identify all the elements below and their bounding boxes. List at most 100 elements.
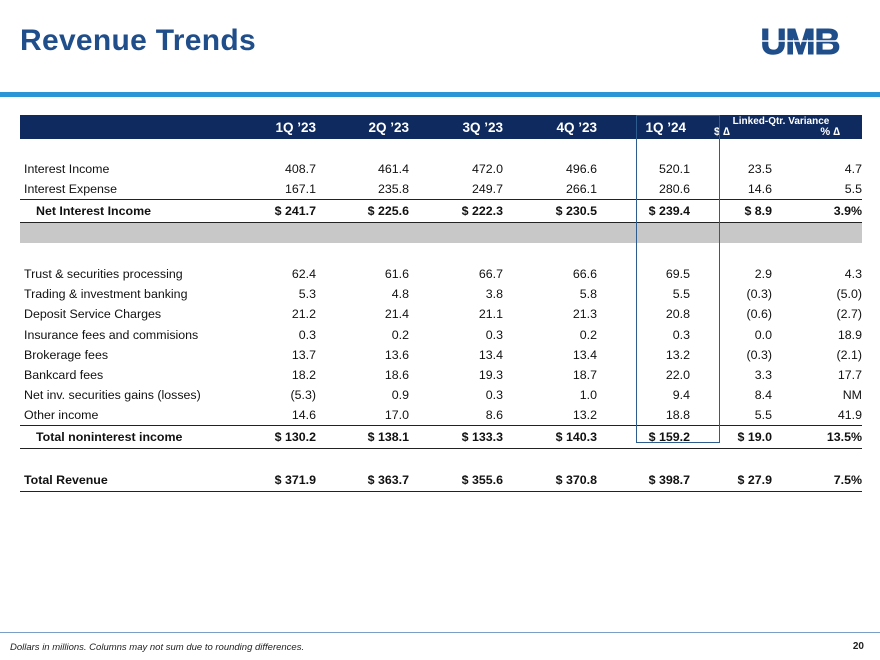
table-header-row: 1Q ’23 2Q ’23 3Q ’23 4Q ’23 1Q ’24 Linke… xyxy=(20,115,862,139)
row-value: 0.3 xyxy=(485,327,503,342)
table-row: Bankcard fees 18.2 18.6 19.3 18.7 22.0 3.3 17.7 xyxy=(20,365,862,385)
row-value: 3.3 xyxy=(754,368,772,383)
row-value: $ 371.9 xyxy=(240,469,316,493)
row-value: $ 140.3 xyxy=(503,425,597,450)
row-value: 5.5 xyxy=(844,182,862,197)
row-value: $ 159.2 xyxy=(597,425,700,450)
row-value: $ 225.6 xyxy=(316,199,409,224)
row-value: 5.5 xyxy=(754,408,772,423)
row-value: 18.2 xyxy=(291,368,316,383)
row-value: $ 239.4 xyxy=(597,199,700,224)
row-value: 461.4 xyxy=(377,162,409,177)
page-title: Revenue Trends xyxy=(20,24,256,57)
row-label: Interest Expense xyxy=(24,182,117,197)
variance-dollar-label: $ ∆ xyxy=(714,126,730,138)
header-period: 4Q ’23 xyxy=(556,119,597,135)
footnote: Dollars in millions. Columns may not sum… xyxy=(10,642,305,653)
row-value: 5.5 xyxy=(672,286,690,301)
row-value: 235.8 xyxy=(377,182,409,197)
header-rule xyxy=(0,92,880,97)
row-value: 167.1 xyxy=(284,182,316,197)
row-value: 4.7 xyxy=(844,162,862,177)
row-value: $ 222.3 xyxy=(409,199,503,224)
row-value: 472.0 xyxy=(471,162,503,177)
table-row: Brokerage fees 13.7 13.6 13.4 13.4 13.2 (0.3) (… xyxy=(20,345,862,365)
row-value: 0.0 xyxy=(754,327,772,342)
row-value: 18.6 xyxy=(384,368,409,383)
row-value: 66.7 xyxy=(478,266,503,281)
row-value: 3.9% xyxy=(772,199,862,224)
row-value: 8.6 xyxy=(485,408,503,423)
row-label: Net inv. securities gains (losses) xyxy=(24,388,201,403)
table-row: Deposit Service Charges 21.2 21.4 21.1 21.3 2… xyxy=(20,304,862,324)
row-value: 7.5% xyxy=(772,469,862,493)
row-value: 408.7 xyxy=(284,162,316,177)
row-value: (2.7) xyxy=(836,307,862,322)
row-value: 13.7 xyxy=(291,347,316,362)
row-value: 13.2 xyxy=(665,347,690,362)
row-value: 8.4 xyxy=(754,388,772,403)
spacer-row xyxy=(20,449,862,469)
row-label: Insurance fees and commisions xyxy=(24,327,199,342)
spacer-row xyxy=(20,139,862,159)
row-value: $ 133.3 xyxy=(409,425,503,450)
table-row: Net inv. securities gains (losses) (5.3) 0… xyxy=(20,385,862,405)
header-period: 1Q ’23 xyxy=(275,119,316,135)
row-value: $ 130.2 xyxy=(240,425,316,450)
row-value: 0.2 xyxy=(579,327,597,342)
row-value: $ 138.1 xyxy=(316,425,409,450)
header-period: 1Q ’24 xyxy=(645,119,686,135)
row-value: $ 230.5 xyxy=(503,199,597,224)
row-value: $ 355.6 xyxy=(409,469,503,493)
revenue-table: 1Q ’23 2Q ’23 3Q ’23 4Q ’23 1Q ’24 Linke… xyxy=(20,115,862,493)
row-value: 18.9 xyxy=(837,327,862,342)
row-value: 0.3 xyxy=(672,327,690,342)
row-value: 21.2 xyxy=(291,307,316,322)
row-value: 14.6 xyxy=(291,408,316,423)
row-value: 1.0 xyxy=(579,388,597,403)
row-value: (0.3) xyxy=(746,286,772,301)
row-value: $ 27.9 xyxy=(700,469,772,493)
row-label: Bankcard fees xyxy=(24,368,104,383)
row-value: 21.3 xyxy=(572,307,597,322)
total-revenue-row: Total Revenue $ 371.9 $ 363.7 $ 355.6 $ 370.… xyxy=(20,469,862,493)
row-value: 2.9 xyxy=(754,266,772,281)
row-value: 0.9 xyxy=(391,388,409,403)
row-value: 17.0 xyxy=(384,408,409,423)
row-value: 66.6 xyxy=(572,266,597,281)
row-value: 14.6 xyxy=(747,182,772,197)
separator-band xyxy=(20,222,862,244)
table-row: Trading & investment banking 5.3 4.8 3.8 5.8… xyxy=(20,284,862,304)
row-value: (0.6) xyxy=(746,307,772,322)
row-label: Trust & securities processing xyxy=(24,266,183,281)
row-label: Trading & investment banking xyxy=(24,286,188,301)
row-value: 520.1 xyxy=(658,162,690,177)
row-value: 13.4 xyxy=(572,347,597,362)
row-value: 280.6 xyxy=(658,182,690,197)
net-interest-row: Net Interest Income $ 241.7 $ 225.6 $ 222.3… xyxy=(20,199,862,224)
page-number: 20 xyxy=(852,641,864,652)
row-value: 21.1 xyxy=(478,307,503,322)
table-row: Other income 14.6 17.0 8.6 13.2 18.8 5.5 41.9 xyxy=(20,406,862,426)
row-value: 5.8 xyxy=(579,286,597,301)
row-value: 496.6 xyxy=(565,162,597,177)
spacer-row xyxy=(20,243,862,263)
row-value: (5.0) xyxy=(836,286,862,301)
row-value: 0.2 xyxy=(391,327,409,342)
total-noninterest-row: Total noninterest income $ 130.2 $ 138.1 $ … xyxy=(20,425,862,450)
variance-pct-label: % ∆ xyxy=(820,126,840,138)
header-label-cell xyxy=(20,115,240,139)
row-value: $ 241.7 xyxy=(240,199,316,224)
umb-logo: UMB xyxy=(744,24,856,60)
row-value: $ 370.8 xyxy=(503,469,597,493)
logo-text: UMB xyxy=(761,24,840,60)
header-period: 2Q ’23 xyxy=(368,119,409,135)
row-value: 61.6 xyxy=(384,266,409,281)
header-variance: Linked-Qtr. Variance $ ∆ % ∆ xyxy=(700,115,862,139)
row-value: 13.6 xyxy=(384,347,409,362)
row-value: 62.4 xyxy=(291,266,316,281)
row-value: 21.4 xyxy=(384,307,409,322)
row-value: 69.5 xyxy=(665,266,690,281)
row-value: 4.8 xyxy=(391,286,409,301)
row-label: Deposit Service Charges xyxy=(24,307,162,322)
